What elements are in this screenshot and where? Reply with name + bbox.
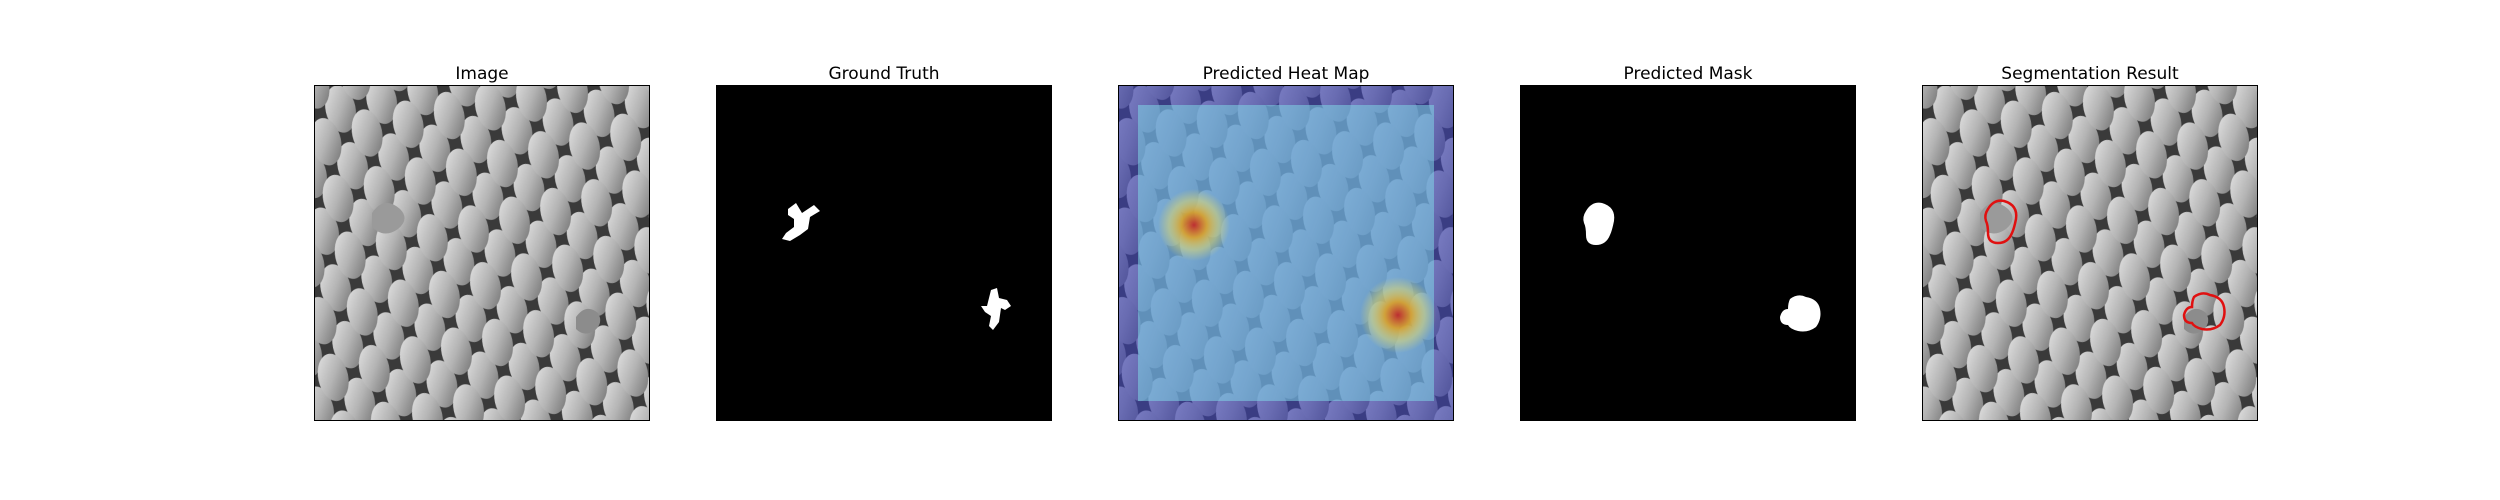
contour-2 — [2182, 292, 2226, 331]
panel-title-predicted-mask: Predicted Mask — [1623, 64, 1753, 84]
panel-title-ground-truth: Ground Truth — [828, 64, 940, 84]
panel-predicted-mask: Predicted Mask — [1520, 63, 1856, 421]
gt-defect-2 — [981, 288, 1011, 330]
image-view — [314, 85, 650, 421]
heat-hotspot-2 — [1360, 277, 1436, 353]
ground-truth-view — [716, 85, 1052, 421]
ground-truth-mask — [716, 85, 1052, 421]
panel-ground-truth: Ground Truth — [716, 63, 1052, 421]
pred-mask-region-2 — [1780, 295, 1821, 332]
panel-image: Image — [314, 63, 650, 421]
predicted-mask-view — [1520, 85, 1856, 421]
panel-title-heat-map: Predicted Heat Map — [1202, 64, 1370, 84]
panel-heat-map: Predicted Heat Map — [1118, 63, 1454, 421]
heat-map-overlay — [1118, 85, 1454, 421]
contour-1 — [1984, 199, 2018, 245]
predicted-mask — [1520, 85, 1856, 421]
pred-mask-region-1 — [1583, 202, 1615, 245]
segmentation-overlay — [1922, 85, 2258, 421]
gt-defect-1 — [782, 203, 820, 241]
texture-image — [314, 85, 650, 421]
defect-region-2 — [576, 308, 601, 334]
heat-hotspot-1 — [1158, 189, 1230, 261]
defect-region-1 — [372, 202, 405, 234]
panel-segmentation-result: Segmentation Result — [1922, 63, 2258, 421]
segmentation-result-view — [1922, 85, 2258, 421]
panel-title-segmentation-result: Segmentation Result — [2001, 64, 2179, 84]
heat-map-view — [1118, 85, 1454, 421]
panel-title-image: Image — [455, 64, 509, 84]
